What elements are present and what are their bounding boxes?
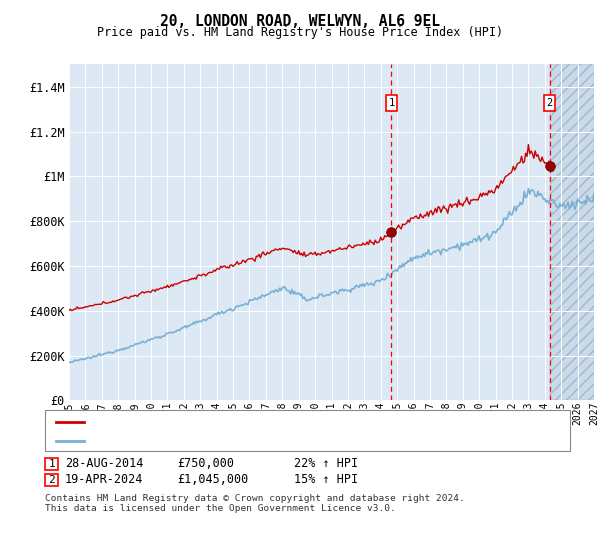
Text: 22% ↑ HPI: 22% ↑ HPI bbox=[294, 457, 358, 470]
Bar bbox=[550, 64, 594, 400]
Text: 19-APR-2024: 19-APR-2024 bbox=[65, 473, 143, 487]
Text: Price paid vs. HM Land Registry's House Price Index (HPI): Price paid vs. HM Land Registry's House … bbox=[97, 26, 503, 39]
Text: £750,000: £750,000 bbox=[177, 457, 234, 470]
Text: HPI: Average price, detached house, Welwyn Hatfield: HPI: Average price, detached house, Welw… bbox=[89, 436, 420, 446]
Text: Contains HM Land Registry data © Crown copyright and database right 2024.
This d: Contains HM Land Registry data © Crown c… bbox=[45, 494, 465, 514]
Text: 28-AUG-2014: 28-AUG-2014 bbox=[65, 457, 143, 470]
Text: 1: 1 bbox=[48, 459, 55, 469]
Bar bbox=[550, 64, 594, 400]
Text: 1: 1 bbox=[388, 98, 395, 108]
Text: 20, LONDON ROAD, WELWYN, AL6 9EL: 20, LONDON ROAD, WELWYN, AL6 9EL bbox=[160, 14, 440, 29]
Text: £1,045,000: £1,045,000 bbox=[177, 473, 248, 487]
Text: 2: 2 bbox=[547, 98, 553, 108]
Text: 15% ↑ HPI: 15% ↑ HPI bbox=[294, 473, 358, 487]
Text: 20, LONDON ROAD, WELWYN, AL6 9EL (detached house): 20, LONDON ROAD, WELWYN, AL6 9EL (detach… bbox=[89, 417, 407, 427]
Text: 2: 2 bbox=[48, 475, 55, 485]
